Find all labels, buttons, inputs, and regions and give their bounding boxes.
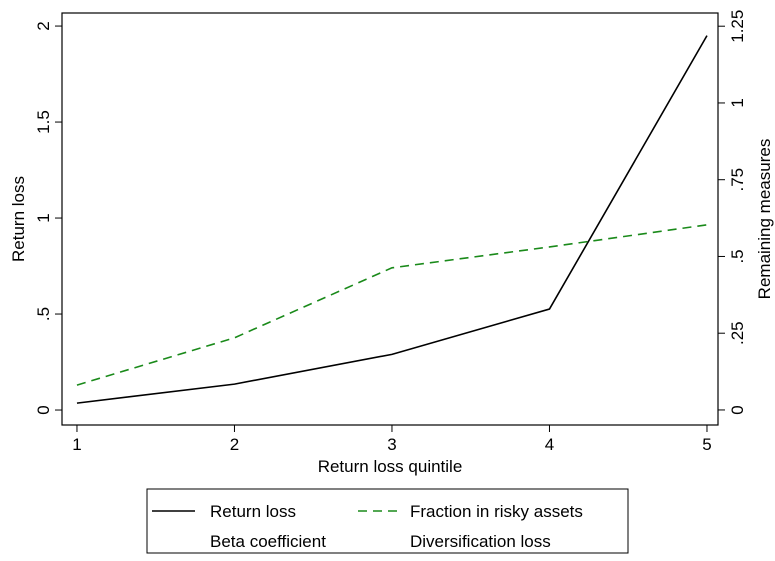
y2-tick-label: 1 xyxy=(728,98,747,107)
series-line xyxy=(76,224,708,386)
x-tick-label: 4 xyxy=(545,435,554,454)
x-tick-label: 5 xyxy=(702,435,711,454)
legend-label: Diversification loss xyxy=(410,532,551,551)
x-tick-label: 1 xyxy=(72,435,81,454)
series-line xyxy=(76,35,708,404)
y2-tick-label: .5 xyxy=(728,249,747,263)
legend-box xyxy=(146,488,629,554)
y2-tick-label: .25 xyxy=(728,321,747,345)
y-tick-label: .5 xyxy=(34,307,53,321)
legend-label: Fraction in risky assets xyxy=(410,502,583,521)
y-axis-label: Return loss xyxy=(9,176,28,262)
x-tick-label: 3 xyxy=(387,435,396,454)
y2-tick-label: .75 xyxy=(728,168,747,192)
y-tick-label: 0 xyxy=(34,405,53,414)
y-tick-label: 1 xyxy=(34,213,53,222)
x-axis-label: Return loss quintile xyxy=(318,457,463,476)
y-tick-label: 1.5 xyxy=(34,110,53,134)
y2-tick-label: 1.25 xyxy=(728,10,747,43)
legend-label: Beta coefficient xyxy=(210,532,326,551)
x-tick-label: 2 xyxy=(230,435,239,454)
y2-axis-label: Remaining measures xyxy=(755,139,774,300)
y2-tick-label: 0 xyxy=(728,405,747,414)
plot-frame xyxy=(61,12,719,426)
y-tick-label: 2 xyxy=(34,21,53,30)
legend-label: Return loss xyxy=(210,502,296,521)
